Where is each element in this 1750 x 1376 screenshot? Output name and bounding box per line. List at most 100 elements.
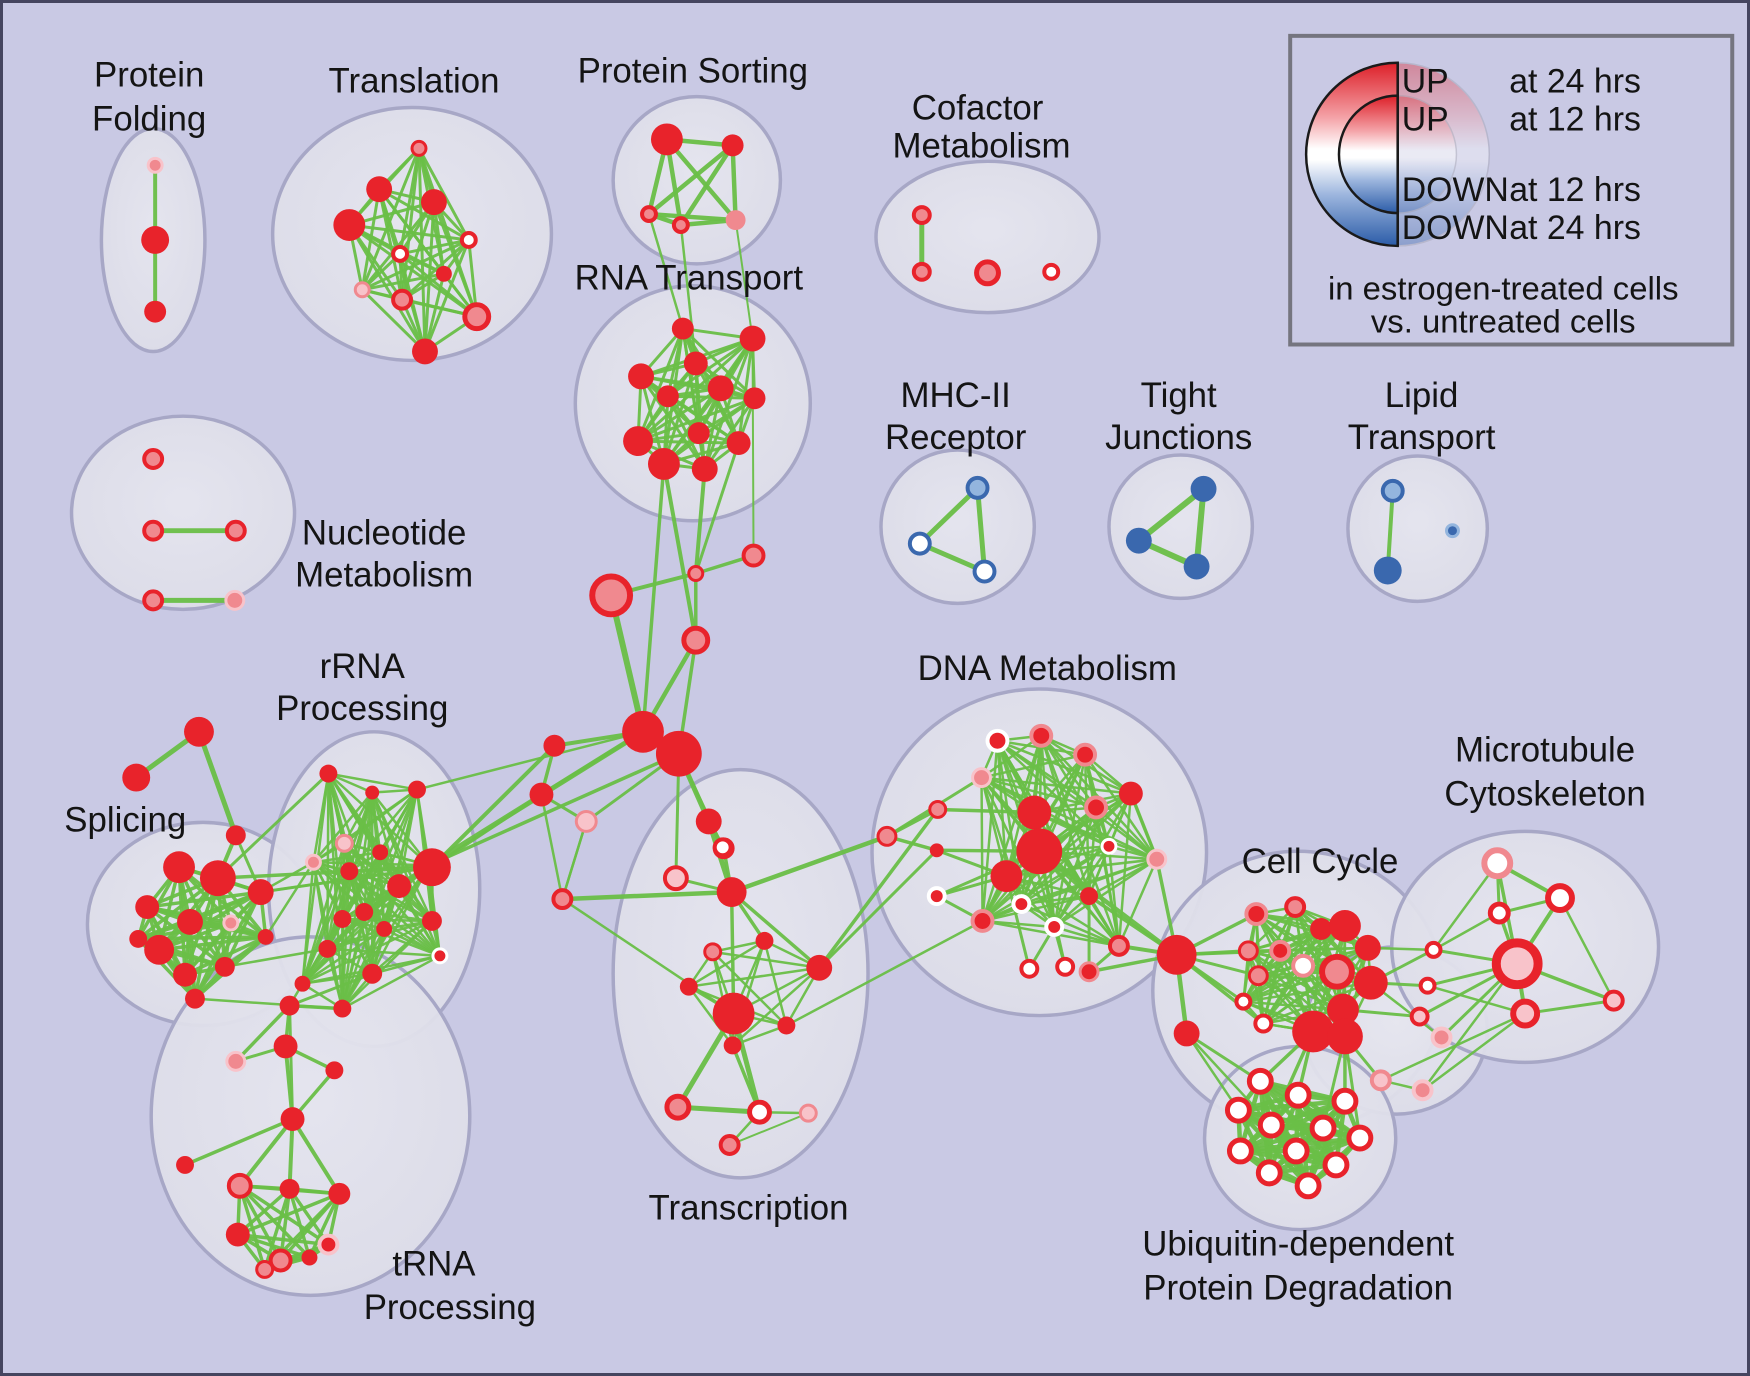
network-node — [928, 800, 948, 819]
network-edge — [341, 917, 374, 975]
network-node — [1418, 976, 1437, 995]
network-node — [1253, 1013, 1274, 1034]
network-node — [721, 134, 744, 157]
network-canvas: Protein Folding Translation Protein Sorting… — [64, 33, 1735, 1328]
network-node — [1118, 781, 1143, 806]
network-node — [333, 209, 366, 241]
network-edge — [1262, 927, 1323, 1025]
network-edge — [1083, 753, 1159, 861]
network-node — [911, 205, 932, 226]
network-edge — [157, 890, 263, 952]
network-node — [1309, 1114, 1337, 1142]
network-edge — [703, 337, 755, 471]
network-edge — [664, 137, 738, 223]
network-edge — [341, 863, 431, 1010]
network-edge — [326, 842, 346, 951]
network-node — [1545, 883, 1575, 914]
network-edge — [711, 950, 821, 970]
network-node — [459, 231, 478, 249]
network-edge — [1052, 925, 1121, 948]
cluster-label-rrna-processing-line1: Processing — [276, 689, 448, 728]
legend-footer-line2: vs. untreated cells — [1371, 303, 1636, 340]
network-node — [1073, 742, 1098, 767]
network-node — [712, 837, 733, 858]
network-node — [1331, 1087, 1359, 1115]
network-node — [273, 1034, 298, 1059]
cluster-ellipse-mhc-ii-receptor — [879, 448, 1037, 606]
network-edge — [193, 890, 263, 1001]
network-node — [655, 730, 702, 777]
network-edge — [666, 337, 755, 398]
network-node — [279, 1178, 300, 1199]
network-node — [318, 939, 337, 958]
cluster-label-translation-line0: Translation — [329, 62, 500, 101]
network-node — [1257, 1111, 1285, 1139]
network-edge — [734, 219, 754, 340]
network-edge — [785, 919, 984, 1027]
network-node — [1017, 795, 1052, 830]
network-node — [1156, 934, 1197, 975]
cluster-label-protein-folding-line0: Protein — [94, 56, 204, 95]
network-node — [362, 963, 383, 984]
cluster-label-microtubule-cytoskeleton-line1: Cytoskeleton — [1444, 774, 1645, 813]
network-node — [551, 888, 574, 911]
network-node — [142, 589, 165, 612]
network-edge — [678, 143, 735, 228]
cluster-labels: Protein Folding Translation Protein Sorting… — [64, 52, 1645, 1328]
network-edge — [177, 865, 268, 939]
network-node — [184, 716, 214, 747]
network-node — [1487, 901, 1511, 925]
network-edge — [360, 288, 427, 353]
network-node — [656, 385, 679, 408]
network-node — [317, 1233, 340, 1256]
network-edge — [560, 889, 734, 902]
network-edge — [687, 966, 821, 988]
network-node — [926, 886, 947, 907]
network-edge — [1083, 753, 1091, 898]
network-node — [1016, 828, 1063, 875]
network-edge — [1020, 858, 1159, 906]
network-edge — [1262, 981, 1373, 1025]
network-node — [681, 625, 711, 655]
network-edge — [1005, 874, 1121, 948]
network-node — [640, 205, 658, 224]
network-node — [1244, 902, 1269, 926]
network-node — [1445, 523, 1460, 539]
network-edge — [981, 739, 999, 923]
network-edge — [341, 917, 442, 958]
network-edge — [236, 1192, 342, 1237]
network-edge — [290, 1117, 342, 1196]
cluster-label-protein-folding-line1: Folding — [92, 99, 206, 138]
network-node — [1042, 262, 1061, 281]
network-node — [1310, 917, 1332, 940]
legend-row-2-label: DOWN — [1402, 171, 1509, 209]
network-edge — [301, 972, 374, 985]
network-node — [683, 351, 708, 376]
network-node — [146, 156, 164, 174]
network-edge — [287, 1187, 312, 1260]
network-edge — [423, 272, 446, 353]
network-node — [1409, 1006, 1430, 1027]
network-edge — [1020, 894, 1091, 906]
network-nodes — [122, 123, 1625, 1279]
network-edge — [312, 788, 419, 864]
network-edge — [237, 1117, 295, 1188]
legend-row-0-label: UP — [1402, 63, 1449, 101]
network-node — [1491, 938, 1543, 990]
network-edge — [636, 396, 757, 443]
cluster-label-cofactor-metabolism-line1: Metabolism — [892, 126, 1070, 165]
network-edge — [1558, 896, 1616, 1002]
network-node — [365, 785, 380, 800]
network-node — [970, 909, 995, 933]
network-node — [199, 860, 236, 897]
network-node — [214, 956, 235, 977]
network-node — [971, 767, 992, 789]
network-node — [1369, 1069, 1392, 1092]
network-node — [413, 848, 451, 887]
network-node — [1078, 961, 1100, 983]
network-edge — [262, 1187, 292, 1272]
legend-disc-inner-left — [1337, 94, 1399, 215]
cluster-ellipse-cofactor-metabolism — [874, 159, 1101, 315]
legend-row-1-label: UP — [1402, 100, 1449, 138]
network-edge — [730, 143, 738, 223]
